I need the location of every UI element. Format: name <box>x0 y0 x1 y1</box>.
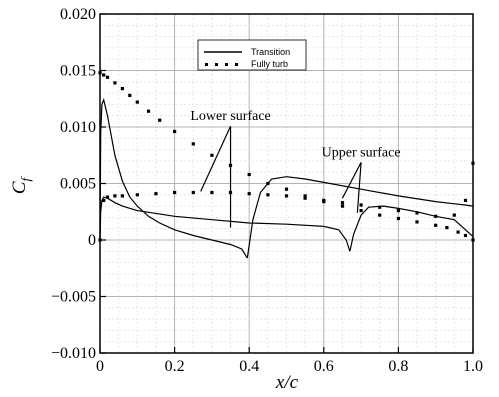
series-point-upper <box>456 230 460 234</box>
annotation-label: Lower surface <box>190 109 270 124</box>
series-point-lower <box>173 190 177 195</box>
series-point-lower <box>284 194 289 198</box>
series-point-upper <box>247 172 251 177</box>
series-point-lower <box>191 190 195 195</box>
y-tick-label: 0.020 <box>60 6 96 23</box>
series-point-upper <box>128 93 132 97</box>
series-point-upper <box>378 213 382 217</box>
y-axis-label-sub: f <box>18 175 33 181</box>
x-tick-label: 0.4 <box>239 358 259 375</box>
series-point-upper <box>445 226 449 230</box>
legend-label-transition: Transition <box>251 47 290 57</box>
series-point-lower <box>266 193 270 197</box>
series-point-upper <box>266 181 270 186</box>
series-point-lower <box>154 192 158 196</box>
series-point-upper <box>146 109 151 113</box>
series-point-upper <box>102 73 106 77</box>
series-point-lower <box>113 194 117 198</box>
annotation-lower-surface: Lower surface <box>190 109 271 228</box>
x-tick-label: 1.0 <box>463 358 483 375</box>
annotation-leader <box>200 125 232 192</box>
y-axis-label-main: C <box>9 181 30 194</box>
series-point-upper <box>340 204 345 208</box>
legend-marker <box>225 63 228 66</box>
legend-marker <box>235 63 238 66</box>
annotations: Lower surface Upper surface <box>190 109 401 228</box>
y-tick-label: −0.005 <box>51 289 96 306</box>
series-point-lower <box>396 209 400 213</box>
series-point-upper <box>359 209 363 213</box>
series-point-upper <box>434 223 438 227</box>
series-point-upper <box>210 153 214 157</box>
y-tick-label: 0 <box>88 232 96 249</box>
series-point-upper <box>463 233 468 238</box>
series-line-upper <box>246 176 474 259</box>
grid <box>100 14 473 353</box>
series-point-lower <box>322 198 326 202</box>
y-axis-label-text: Cf <box>9 175 33 194</box>
y-tick-label: −0.010 <box>51 345 96 362</box>
series-point-upper <box>396 216 400 221</box>
series-point-lower <box>120 194 124 198</box>
series-point-upper <box>303 194 307 198</box>
y-tick-label: 0.015 <box>60 63 96 80</box>
series-point-lower <box>105 195 110 199</box>
series-point-upper <box>415 220 419 224</box>
series-point-lower <box>247 192 251 196</box>
legend: Transition Fully turb <box>197 39 307 71</box>
series-point-upper <box>173 129 177 134</box>
series-point-lower <box>434 214 438 218</box>
series-point-lower <box>359 203 363 207</box>
series-point-upper <box>120 87 124 91</box>
annotation-leader <box>341 162 362 199</box>
series-point-upper <box>105 75 110 79</box>
x-tick-label: 0.8 <box>388 358 408 375</box>
legend-label-fully-turb: Fully turb <box>251 59 288 69</box>
x-tick-label: 0.2 <box>165 358 185 375</box>
series-point-upper <box>284 187 289 191</box>
series-point-lower <box>210 190 214 195</box>
y-tick-label: 0.005 <box>60 176 96 193</box>
series-transition <box>99 97 474 259</box>
x-axis-label: x/c <box>275 372 299 393</box>
annotation-label: Upper surface <box>322 145 401 160</box>
ticks: 0 0.2 0.4 0.6 0.8 1.00.0200.0150.0100.0050−0.… <box>51 6 483 375</box>
series-point-lower <box>415 211 419 215</box>
series-point-upper <box>135 100 139 104</box>
annotation-upper-surface: Upper surface <box>322 145 401 213</box>
series-line-lower <box>349 205 474 252</box>
series-point-lower <box>340 201 345 205</box>
series-point-lower <box>452 213 456 217</box>
legend-markers-fully-turb <box>205 63 238 66</box>
series-point-lower <box>135 193 139 197</box>
series-point-lower <box>102 198 106 202</box>
series-point-lower <box>378 205 382 209</box>
series-line-lower <box>99 196 351 252</box>
x-tick-label: 0.6 <box>314 358 334 375</box>
series-point-upper <box>158 118 162 122</box>
legend-marker <box>215 63 218 66</box>
legend-marker <box>205 63 208 66</box>
x-tick-label: 0 <box>96 358 104 375</box>
series-point-lower <box>303 196 307 200</box>
series-line-upper <box>99 97 248 259</box>
series-point-lower <box>463 198 468 202</box>
series-point-upper <box>113 81 117 85</box>
y-axis-label: Cf <box>9 175 33 194</box>
y-tick-label: 0.010 <box>60 119 96 136</box>
annotation-leader <box>356 162 362 213</box>
series-point-upper <box>191 142 195 146</box>
